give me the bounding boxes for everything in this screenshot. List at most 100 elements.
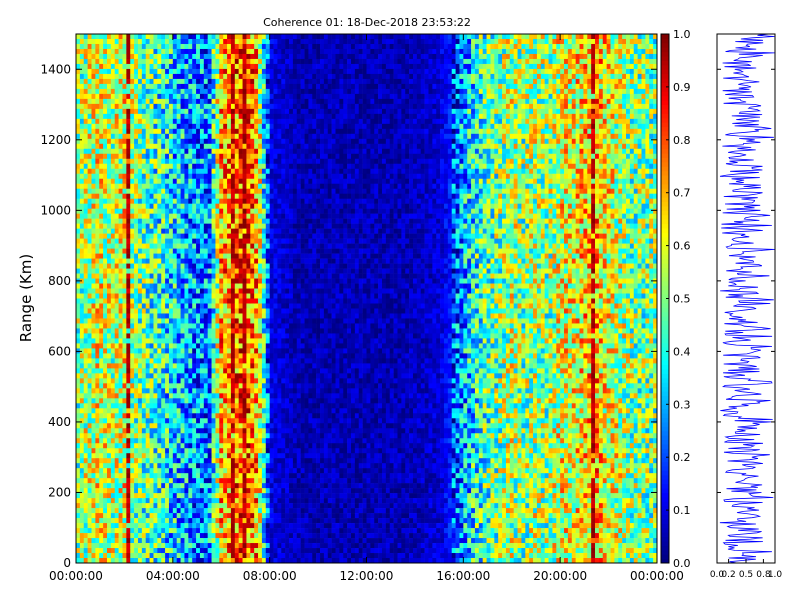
heatmap-cell xyxy=(130,188,135,194)
heatmap-cell xyxy=(168,233,174,239)
heatmap-cell xyxy=(207,123,212,130)
heatmap-cell xyxy=(79,208,85,214)
heatmap-cell xyxy=(126,508,131,514)
heatmap-cell xyxy=(161,293,166,299)
heatmap-cell xyxy=(79,423,85,429)
heatmap-cell xyxy=(254,293,259,299)
heatmap-cell xyxy=(91,388,96,394)
heatmap-cell xyxy=(118,68,123,75)
heatmap-cell xyxy=(254,303,259,309)
heatmap-cell xyxy=(87,158,92,165)
heatmap-cell xyxy=(165,498,170,504)
heatmap-cell xyxy=(250,358,255,364)
heatmap-cell xyxy=(223,343,228,349)
heatmap-cell xyxy=(145,388,150,394)
heatmap-cell xyxy=(99,38,104,45)
heatmap-cell xyxy=(134,268,139,274)
heatmap-cell xyxy=(110,48,116,55)
heatmap-cell xyxy=(118,203,123,209)
heatmap-cell xyxy=(238,368,243,374)
heatmap-cell xyxy=(165,38,170,45)
heatmap-cell xyxy=(215,483,220,489)
heatmap-cell xyxy=(207,358,212,364)
heatmap-cell xyxy=(203,223,208,229)
heatmap-cell xyxy=(110,188,116,194)
heatmap-cell xyxy=(207,128,212,135)
heatmap-cell xyxy=(246,188,251,194)
heatmap-cell xyxy=(149,338,154,344)
heatmap-cell xyxy=(250,258,255,264)
heatmap-cell xyxy=(230,513,236,519)
heatmap-cell xyxy=(199,508,205,514)
heatmap-cell xyxy=(137,78,143,85)
heatmap-cell xyxy=(130,78,135,85)
heatmap-cell xyxy=(118,143,123,150)
heatmap-cell xyxy=(165,283,170,289)
heatmap-cell xyxy=(234,173,239,180)
heatmap-cell xyxy=(110,503,116,509)
heatmap-cell xyxy=(254,378,259,384)
heatmap-cell xyxy=(242,443,247,449)
heatmap-cell xyxy=(180,113,185,120)
heatmap-cell xyxy=(76,533,81,539)
heatmap-cell xyxy=(211,363,216,369)
heatmap-cell xyxy=(227,313,232,319)
heatmap-cell xyxy=(83,108,88,115)
heatmap-cell xyxy=(126,363,131,369)
heatmap-cell xyxy=(192,328,197,334)
heatmap-cell xyxy=(219,218,224,224)
heatmap-cell xyxy=(211,358,216,364)
heatmap-cell xyxy=(165,488,170,494)
heatmap-cell xyxy=(180,483,185,489)
heatmap-cell xyxy=(230,108,236,115)
heatmap-cell xyxy=(122,63,127,70)
heatmap-cell xyxy=(184,558,189,564)
heatmap-cell xyxy=(238,438,243,444)
heatmap-cell xyxy=(203,318,208,324)
heatmap-cell xyxy=(165,278,170,284)
heatmap-cell xyxy=(91,493,96,499)
heatmap-cell xyxy=(126,328,131,334)
heatmap-cell xyxy=(176,428,181,434)
heatmap-cell xyxy=(207,98,212,105)
heatmap-cell xyxy=(110,443,116,449)
heatmap-cell xyxy=(242,163,247,170)
heatmap-cell xyxy=(246,383,251,389)
heatmap-cell xyxy=(165,178,170,185)
heatmap-cell xyxy=(149,488,154,494)
heatmap-cell xyxy=(250,118,255,125)
heatmap-cell xyxy=(192,248,197,254)
heatmap-cell xyxy=(196,318,201,324)
heatmap-cell xyxy=(250,533,255,539)
heatmap-cell xyxy=(176,348,181,354)
heatmap-cell xyxy=(114,373,119,379)
heatmap-cell xyxy=(87,333,92,339)
heatmap-cell xyxy=(188,358,193,364)
heatmap-cell xyxy=(130,208,135,214)
heatmap-cell xyxy=(141,543,147,549)
heatmap-cell xyxy=(199,303,205,309)
heatmap-cell xyxy=(153,278,158,284)
heatmap-cell xyxy=(157,523,162,529)
heatmap-cell xyxy=(126,538,131,544)
heatmap-cell xyxy=(134,393,139,399)
heatmap-cell xyxy=(188,413,193,419)
heatmap-cell xyxy=(196,53,201,60)
heatmap-cell xyxy=(172,133,177,140)
heatmap-cell xyxy=(246,118,251,125)
heatmap-cell xyxy=(230,448,236,454)
heatmap-cell xyxy=(184,143,189,150)
heatmap-cell xyxy=(141,533,147,539)
heatmap-cell xyxy=(196,353,201,359)
heatmap-cell xyxy=(149,343,154,349)
heatmap-cell xyxy=(79,253,85,259)
heatmap-cell xyxy=(134,278,139,284)
heatmap-cell xyxy=(153,48,158,55)
heatmap-cell xyxy=(230,348,236,354)
heatmap-cell xyxy=(79,428,85,434)
heatmap-cell xyxy=(207,193,212,199)
heatmap-cell xyxy=(130,258,135,264)
heatmap-cell xyxy=(137,228,143,234)
heatmap-cell xyxy=(79,148,85,155)
